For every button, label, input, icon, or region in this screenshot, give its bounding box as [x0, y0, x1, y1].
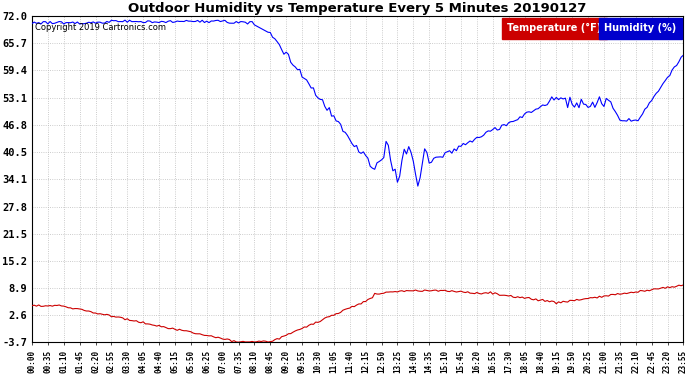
Title: Outdoor Humidity vs Temperature Every 5 Minutes 20190127: Outdoor Humidity vs Temperature Every 5 … [128, 2, 587, 15]
Legend: Temperature (°F), Humidity (%): Temperature (°F), Humidity (%) [502, 21, 678, 35]
Text: Copyright 2019 Cartronics.com: Copyright 2019 Cartronics.com [35, 23, 166, 32]
